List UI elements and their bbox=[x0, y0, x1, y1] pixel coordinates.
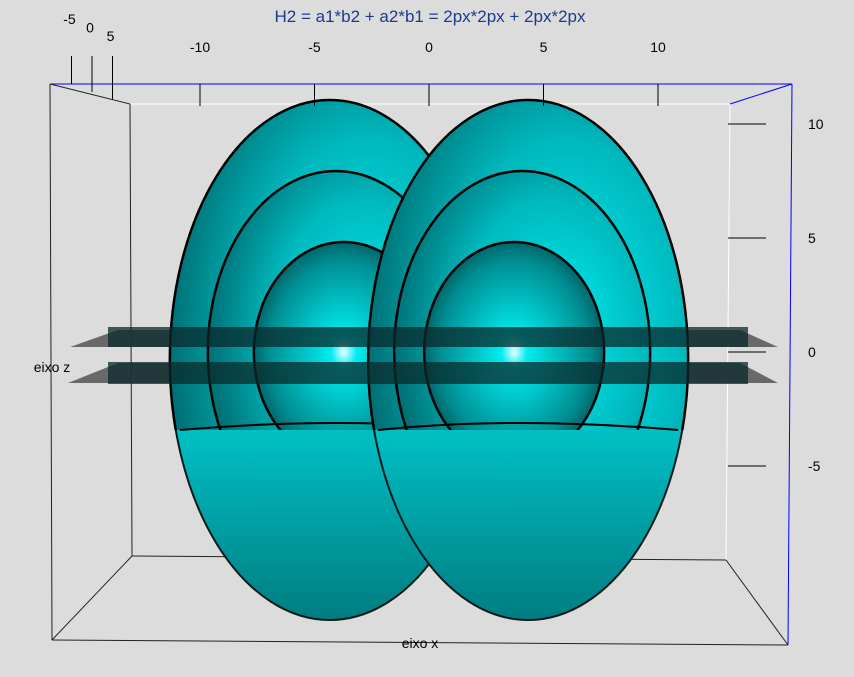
orbital-lobes bbox=[168, 98, 690, 621]
upper-plane-band bbox=[108, 327, 748, 347]
x-tick-label: 5 bbox=[540, 39, 548, 55]
x-axis-ticks: -10 -5 0 5 10 bbox=[190, 39, 666, 106]
z-tick-label: 10 bbox=[808, 116, 824, 132]
x-tick-label: -10 bbox=[190, 39, 210, 55]
y-tick-label: 5 bbox=[107, 28, 115, 44]
x-tick-label: 10 bbox=[650, 39, 666, 55]
right-lobe-cut-rim bbox=[378, 422, 679, 431]
x-tick-label: -5 bbox=[308, 39, 321, 55]
x-tick-label: 0 bbox=[425, 39, 433, 55]
y-tick-label: -5 bbox=[63, 11, 76, 27]
z-tick-label: 5 bbox=[808, 230, 816, 246]
right-lobe-inner-shell bbox=[422, 240, 606, 430]
plane-bands bbox=[108, 327, 748, 384]
z-axis-ticks: 10 5 0 -5 bbox=[728, 116, 824, 474]
z-axis-label: eixo z bbox=[34, 359, 71, 375]
z-tick-label: 0 bbox=[808, 344, 816, 360]
y-axis-ticks: -5 05 bbox=[63, 11, 115, 100]
chart-title: H2 = a1*b2 + a2*b1 = 2px*2px + 2px*2px bbox=[275, 7, 586, 26]
z-tick-label: -5 bbox=[808, 458, 821, 474]
x-axis-label: eixo x bbox=[402, 635, 439, 651]
y-tick-label: 0 bbox=[86, 20, 94, 36]
front-box-frame bbox=[49, 83, 793, 646]
lower-plane-band bbox=[108, 362, 748, 384]
